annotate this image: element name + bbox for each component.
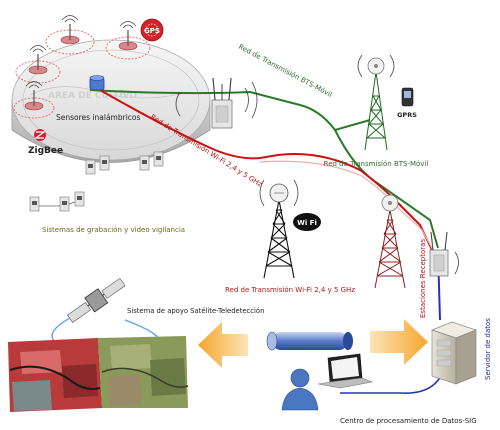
laptop-icon xyxy=(317,353,374,389)
satellite-icon xyxy=(67,277,126,323)
wireless-sensor-nodes xyxy=(24,15,138,111)
receiver-dish-icon xyxy=(381,194,399,212)
zigbee-logo-icon xyxy=(34,129,46,141)
farm-area-disk xyxy=(11,29,211,163)
gps-badge xyxy=(140,18,164,42)
right-flow-arrow xyxy=(370,319,428,365)
wifi-tower xyxy=(263,199,295,279)
gprs-label: GPRS xyxy=(397,111,417,119)
left-flow-arrow xyxy=(198,322,248,368)
receiver-access-point-icon xyxy=(429,231,449,277)
data-pipe xyxy=(266,331,353,351)
camaras-label: Sistemas de grabación y video vigilancia xyxy=(42,226,185,234)
bts-tower-label: Red de Transmisión BTS-Móvil xyxy=(324,160,429,168)
data-server-icon xyxy=(430,321,478,385)
zigbee-label: ZigBee xyxy=(28,146,63,156)
satelite-label: Sistema de apoyo Satélite-Teledetección xyxy=(127,307,264,315)
sensores-label: Sensores inalámbricos xyxy=(56,113,141,122)
wifi-logo-label: Wi Fi xyxy=(297,219,317,227)
central-sensor-hub-icon xyxy=(89,75,105,91)
wifi-tower-label: Red de Transmisión Wi-Fi 2,4 y 5 GHz xyxy=(225,286,355,294)
bts-dish-icon xyxy=(367,57,385,75)
servidor-label: Servidor de datos xyxy=(484,318,492,380)
gprs-phone-icon xyxy=(401,87,414,107)
bts-mobile-tower xyxy=(364,71,388,151)
server-to-workstation-link xyxy=(340,375,442,394)
gps-label: GPS xyxy=(144,27,160,35)
receiver-station-tower xyxy=(374,209,406,289)
user-avatar-icon xyxy=(281,368,319,411)
remote-sensing-image-natural xyxy=(98,336,189,408)
estaciones-label: Estaciones Receptoras xyxy=(419,239,427,318)
bts-link-tower-branch xyxy=(334,119,371,131)
bts-transmission-link xyxy=(89,89,439,249)
area-cultivo-label: AREA DE CULTIVO xyxy=(48,91,137,101)
wifi-transmission-link xyxy=(99,89,433,251)
wifi-tower-wave-icon xyxy=(259,179,299,207)
wifi-tower-dish-icon xyxy=(269,183,289,203)
bts-link-diagonal-label: Red de Transmisión BTS-Móvil xyxy=(237,43,333,99)
bts-wave-icon xyxy=(357,54,395,78)
remote-sensing-image-red xyxy=(8,338,102,412)
centro-label: Centro de procesamiento de Datos-SIG xyxy=(340,417,477,425)
surveillance-cameras xyxy=(29,151,164,212)
receiver-wave-icon xyxy=(454,251,459,275)
wifi-access-point-icon xyxy=(211,77,233,129)
wifi-logo-icon xyxy=(293,213,321,231)
radio-wave-icon xyxy=(175,81,258,119)
